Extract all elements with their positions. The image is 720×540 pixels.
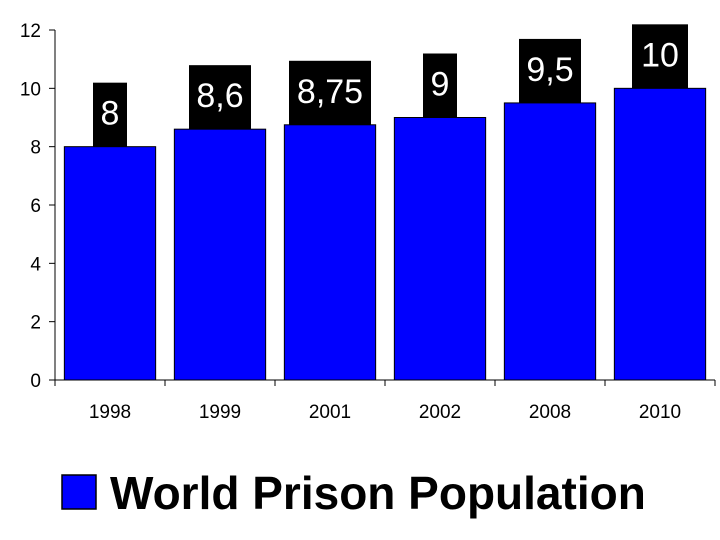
bar-1999	[173, 128, 267, 381]
data-label: 8,75	[297, 73, 363, 111]
data-label-box	[289, 60, 371, 125]
y-tick-label: 2	[30, 313, 41, 334]
x-tick-label: 1999	[199, 402, 241, 423]
data-label-box	[189, 65, 251, 130]
bar-2002	[393, 117, 487, 381]
legend-swatch	[61, 474, 97, 510]
y-tick-label: 10	[20, 79, 41, 100]
data-label-box	[423, 53, 457, 118]
data-label-box	[632, 24, 688, 89]
legend: World Prison Population	[61, 467, 646, 519]
bar-2008	[503, 102, 597, 381]
data-label: 9	[431, 66, 450, 104]
bar-2001	[283, 124, 377, 381]
data-label: 10	[641, 36, 679, 74]
data-label: 8,6	[196, 77, 243, 115]
data-label: 8	[101, 95, 120, 133]
x-axis: 1998 1999 2001 2002 2008 2010	[54, 379, 716, 423]
data-label: 9,5	[526, 51, 573, 89]
data-labels: 8 8,6 8,75 9 9,5 10	[93, 24, 688, 147]
x-tick-label: 2008	[529, 402, 571, 423]
x-tick-label: 2001	[309, 402, 351, 423]
x-tick-label: 2002	[419, 402, 461, 423]
bar-1998	[63, 146, 157, 381]
y-tick-label: 12	[20, 21, 41, 42]
bar-series	[63, 87, 707, 381]
y-tick-label: 0	[30, 371, 41, 392]
data-label-box	[519, 38, 581, 103]
y-axis: 0 2 4 6 8 10 12	[20, 21, 56, 392]
x-tick-label: 2010	[639, 402, 681, 423]
data-label-box	[93, 82, 127, 147]
x-tick-label: 1998	[89, 402, 131, 423]
bar-2010	[613, 87, 707, 381]
legend-label: World Prison Population	[110, 467, 646, 519]
y-tick-label: 8	[30, 138, 41, 159]
y-tick-label: 6	[30, 196, 41, 217]
y-tick-label: 4	[30, 254, 41, 275]
